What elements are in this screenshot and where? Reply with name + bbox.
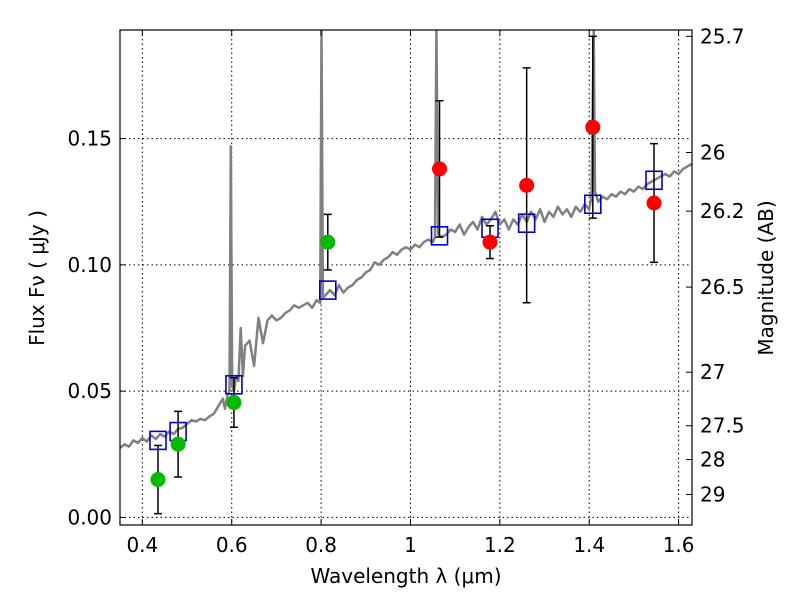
- plot-background: [120, 30, 692, 525]
- x-tick-label: 0.8: [305, 533, 337, 557]
- x-tick-label: 1: [404, 533, 417, 557]
- model-marker: [225, 375, 243, 395]
- red-data-point: [482, 234, 498, 250]
- y2-tick-label: 25.7: [700, 24, 745, 48]
- x-tick-label: 1.6: [663, 533, 695, 557]
- x-tick-label: 1.2: [484, 533, 516, 557]
- green-data-point: [226, 395, 242, 411]
- green-data-point: [170, 436, 186, 452]
- plot-frame: [119, 29, 693, 526]
- y-tick-label: 0.05: [67, 379, 112, 403]
- x-tick-label: 0.6: [216, 533, 248, 557]
- ticks: 0.4 0.6 0.8 1 1.2 1.4 1.6 0.00 0.05 0.10 0.15 25.7 2…: [67, 24, 744, 557]
- y2-tick-label: 26.2: [700, 199, 745, 223]
- y2-tick-label: 27.5: [700, 414, 745, 438]
- model-marker: [645, 170, 663, 191]
- red-data-point: [519, 177, 535, 193]
- y2-tick-label: 26.5: [700, 275, 745, 299]
- y2-tick-label: 26: [700, 140, 725, 164]
- green-data-point: [150, 472, 166, 488]
- y2-tick-label: 27: [700, 360, 725, 384]
- green-data-point: [320, 234, 336, 250]
- y2-tick-label: 28: [700, 448, 725, 472]
- model-marker: [149, 430, 167, 451]
- x-tick-label: 0.4: [126, 533, 158, 557]
- y2-axis-label: Magnitude (AB): [754, 200, 778, 355]
- x-tick-label: 1.4: [573, 533, 605, 557]
- y-tick-label: 0.10: [67, 253, 112, 277]
- y2-tick-label: 29: [700, 482, 725, 506]
- y-tick-label: 0.15: [67, 127, 112, 151]
- x-axis-label: Wavelength λ (μm): [310, 564, 501, 588]
- red-data-point: [646, 195, 662, 211]
- y-tick-label: 0.00: [67, 505, 112, 529]
- y-axis-label: Flux Fν ( μJy ): [25, 210, 49, 346]
- model-marker: [583, 194, 602, 215]
- model-marker: [318, 280, 337, 300]
- red-data-point: [432, 161, 448, 177]
- markers: [149, 119, 663, 488]
- model-marker: [430, 226, 449, 246]
- red-data-point: [585, 119, 601, 135]
- model-marker: [517, 213, 536, 234]
